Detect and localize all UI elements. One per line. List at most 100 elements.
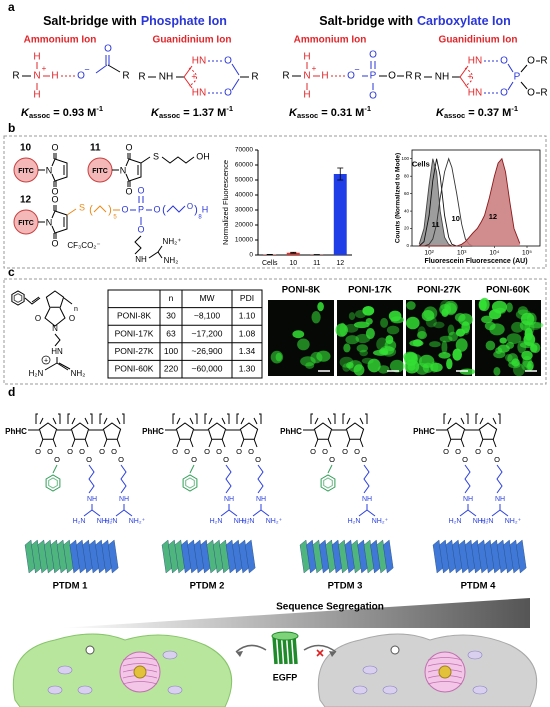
- bond: [83, 509, 93, 517]
- polymer-label: PTDM 3: [328, 581, 363, 592]
- label: (: [89, 204, 93, 216]
- y-axis-label: Normalized Fluorescence: [221, 160, 230, 245]
- label: H: [33, 52, 40, 63]
- label: H₂N: [449, 518, 462, 525]
- k-sub: assoc: [29, 111, 50, 120]
- cell-blob: [423, 306, 438, 320]
- nucleolus: [438, 665, 452, 679]
- ring: [313, 422, 333, 440]
- cell-blob: [430, 362, 443, 372]
- cell-blob: [365, 318, 373, 325]
- bond: [240, 438, 245, 448]
- cell-blob: [479, 297, 490, 312]
- shape: [166, 205, 186, 213]
- bond: [107, 64, 121, 73]
- table-cell: ~8,100: [194, 311, 221, 321]
- label: O: [51, 186, 58, 196]
- y-tick-label: 40000: [235, 192, 253, 199]
- bond: [460, 438, 465, 448]
- shape: [140, 156, 151, 164]
- cell-blob: [389, 359, 405, 373]
- shape: [257, 464, 264, 494]
- k-value: = 0.31 M: [321, 107, 364, 119]
- organelle: [362, 665, 378, 675]
- bond: [63, 297, 73, 305]
- cell-blob: [377, 365, 390, 374]
- cell-blob: [359, 349, 369, 357]
- bond: [327, 417, 332, 425]
- ring: [44, 307, 66, 327]
- table-cell: 1.10: [239, 311, 256, 321]
- ring: [345, 422, 365, 440]
- label: +: [42, 64, 47, 73]
- bond: [520, 81, 528, 90]
- bracket: [498, 413, 501, 424]
- label: O: [118, 455, 124, 464]
- bond: [459, 76, 469, 89]
- label: NH₂⁺: [372, 518, 389, 525]
- label: O: [342, 447, 348, 456]
- bar: [286, 252, 300, 255]
- barrel-strand: [292, 635, 298, 665]
- label: 11: [90, 143, 101, 154]
- shape: [464, 464, 471, 494]
- bracket: [58, 413, 61, 424]
- cell-blob: [433, 321, 445, 329]
- cell-blob: [522, 355, 532, 368]
- bond: [103, 417, 108, 425]
- label: O: [494, 455, 500, 464]
- bond: [327, 464, 333, 474]
- bond: [520, 64, 528, 73]
- label: R: [251, 72, 258, 83]
- cell-blob: [511, 358, 520, 367]
- cell-blob: [292, 330, 305, 339]
- bond: [56, 362, 69, 371]
- bond: [115, 509, 125, 517]
- series-label: 12: [489, 212, 497, 221]
- area-fill: [419, 158, 520, 246]
- bond: [157, 245, 163, 253]
- bracket: [333, 413, 336, 424]
- y-tick-label: 40: [404, 208, 410, 213]
- bracket: [342, 413, 345, 424]
- cell-blob: [311, 311, 321, 324]
- barrel-strand: [277, 635, 283, 665]
- k-symbol: K: [21, 107, 30, 119]
- label: P: [370, 71, 377, 82]
- organelle: [77, 685, 93, 695]
- label: NH: [463, 496, 473, 503]
- cell-blob: [355, 310, 367, 319]
- cell-blob: [339, 322, 347, 337]
- cell-blob: [489, 323, 505, 336]
- er-stripe: [122, 657, 158, 661]
- delocalization: [464, 67, 473, 87]
- organelle: [167, 685, 183, 695]
- panel-label: a: [8, 0, 15, 14]
- bond: [52, 417, 57, 425]
- label: N: [120, 165, 127, 175]
- organelle: [382, 685, 398, 695]
- shape: [225, 464, 232, 494]
- panel-frame: [3, 135, 547, 269]
- barrel-strand: [287, 635, 293, 665]
- organelle: [47, 685, 63, 695]
- bond: [31, 296, 40, 303]
- bond: [84, 438, 89, 448]
- label: O: [111, 447, 117, 456]
- label: R: [282, 71, 289, 82]
- er-stripe: [427, 657, 463, 661]
- table-header: n: [169, 293, 174, 303]
- bond: [359, 417, 364, 425]
- series-label: 10: [452, 214, 460, 223]
- block-mark: [316, 649, 324, 657]
- cell-blob: [297, 338, 310, 351]
- ring: [446, 422, 466, 440]
- x-tick-label: 10³: [457, 250, 467, 257]
- label: FITC: [18, 168, 34, 175]
- bracket: [99, 413, 102, 424]
- bracket: [204, 413, 207, 424]
- label: NH₂⁺: [473, 518, 490, 525]
- panel-label: b: [8, 121, 15, 135]
- label: H₂N: [105, 518, 118, 525]
- vesicle: [390, 645, 400, 655]
